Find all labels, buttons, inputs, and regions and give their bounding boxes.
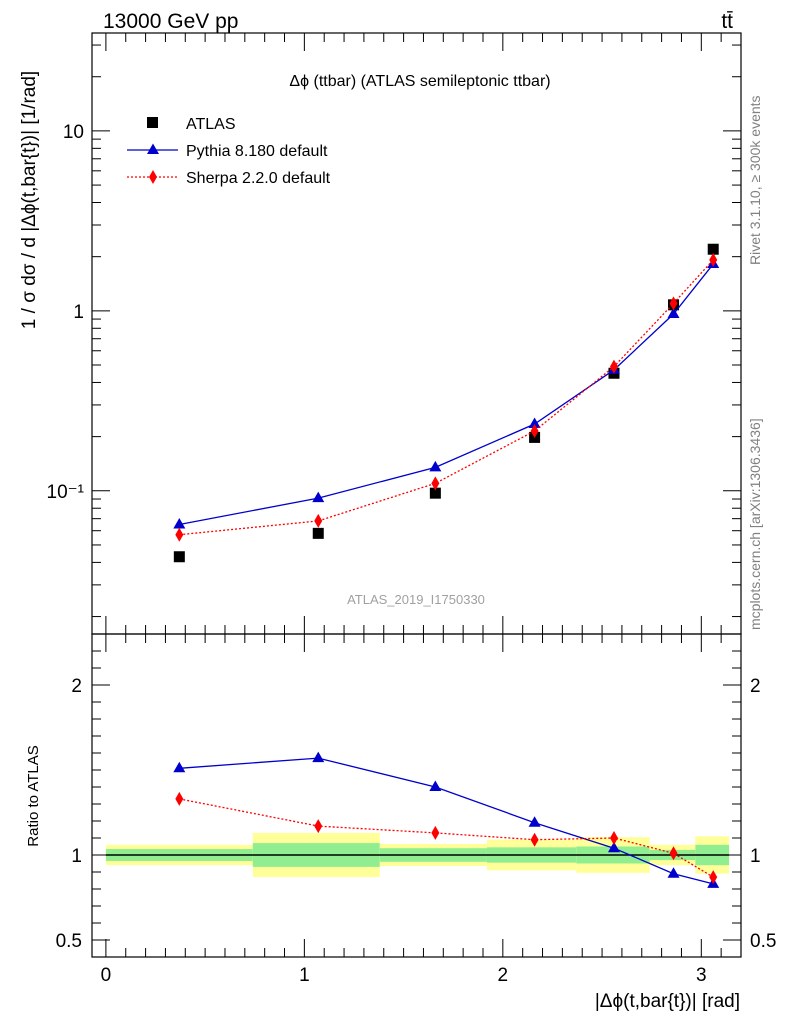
tick-labels: 10⁻¹ 1 10 0 1 2 3 0.5 0.5 1 1 2 2 — [47, 122, 777, 986]
ratio-point-s0-3 — [528, 816, 541, 827]
ratio-point-s1-1 — [314, 819, 323, 834]
ratio-point-s0-1 — [312, 751, 325, 763]
ratio-series — [173, 751, 720, 888]
mcplots-label: mcplots.cern.ch [arXiv:1306.3436] — [747, 418, 763, 630]
ratio-point-s0-5 — [667, 867, 680, 878]
legend-pythia-label: Pythia 8.180 default — [186, 143, 328, 160]
main-point-s2-4 — [609, 359, 618, 374]
header-left: 13000 GeV pp — [103, 10, 238, 33]
x-tick-label-3: 3 — [696, 965, 707, 986]
legend-atlas-marker — [147, 117, 158, 128]
x-tick-label-0: 0 — [101, 965, 112, 986]
header-right: tt̄ — [721, 10, 733, 33]
ratio-y-tick-label-left-2: 2 — [71, 676, 82, 697]
main-y-tick-label-2: 10 — [63, 122, 84, 143]
main-y-tick-label-0: 10⁻¹ — [47, 482, 85, 503]
main-point-s1-1 — [312, 491, 325, 503]
ratio-bands — [105, 832, 730, 878]
ratio-point-s1-6 — [709, 870, 718, 885]
ratio-y-tick-label-right-0: 0.5 — [750, 931, 776, 952]
legend-pythia-marker — [147, 143, 159, 154]
main-point-s0-1 — [312, 527, 324, 539]
main-point-s1-3 — [528, 417, 541, 429]
legend-sherpa-label: Sherpa 2.2.0 default — [186, 170, 331, 187]
axes — [91, 32, 742, 958]
ratio-y-tick-label-right-1: 1 — [750, 846, 761, 867]
ratio-y-axis-label: Ratio to ATLAS — [25, 745, 42, 846]
ratio-point-s0-0 — [173, 761, 186, 773]
x-tick-label-1: 1 — [299, 965, 310, 986]
main-y-axis-label: 1 / σ dσ / d |Δϕ(t,bar{t})| [1/rad] — [19, 71, 40, 329]
ratio-y-tick-label-left-1: 1 — [71, 846, 82, 867]
legend: ATLAS Pythia 8.180 default Sherpa 2.2.0 … — [127, 116, 331, 187]
ratio-y-tick-label-right-2: 2 — [750, 676, 761, 697]
main-point-s1-5 — [667, 307, 680, 319]
ratio-frame — [91, 633, 742, 958]
ratio-y-tick-label-left-0: 0.5 — [56, 931, 82, 952]
main-point-s2-3 — [530, 423, 539, 438]
x-tick-label-2: 2 — [498, 965, 509, 986]
legend-atlas-label: ATLAS — [186, 116, 236, 133]
ratio-point-s1-2 — [431, 825, 440, 840]
main-point-s0-0 — [173, 551, 185, 563]
main-y-tick-label-1: 1 — [73, 302, 84, 323]
ratio-point-s1-5 — [669, 846, 678, 861]
rivet-label: Rivet 3.1.10, ≥ 300k events — [747, 95, 763, 265]
ratio-point-s0-2 — [429, 780, 442, 791]
ratio-point-s1-3 — [530, 832, 539, 847]
main-point-s2-6 — [709, 252, 718, 267]
analysis-watermark: ATLAS_2019_I1750330 — [347, 592, 485, 607]
ratio-point-s1-0 — [175, 791, 184, 806]
main-point-s0-2 — [429, 487, 441, 499]
main-point-s2-0 — [175, 527, 184, 542]
ratio-point-s0-4 — [607, 841, 620, 853]
main-point-s2-5 — [669, 296, 678, 311]
main-point-s0-6 — [707, 243, 719, 255]
legend-sherpa-marker — [149, 170, 157, 184]
main-point-s1-2 — [429, 460, 442, 472]
main-series — [173, 243, 720, 563]
x-axis-label: |Δϕ(t,bar{t})| [rad] — [595, 991, 740, 1012]
chart-title: Δϕ (ttbar) (ATLAS semileptonic ttbar) — [289, 73, 550, 90]
main-line-series-1 — [179, 263, 714, 526]
main-point-s2-1 — [314, 513, 323, 528]
main-line-series-2 — [179, 259, 714, 536]
main-point-s2-2 — [431, 476, 440, 491]
main-point-s1-0 — [173, 517, 186, 529]
ratio-point-s1-4 — [609, 831, 618, 845]
